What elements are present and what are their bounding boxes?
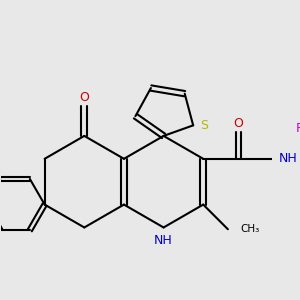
Text: O: O [80, 92, 89, 104]
Text: F: F [296, 122, 300, 135]
Text: CH₃: CH₃ [241, 224, 260, 234]
Text: S: S [200, 119, 208, 132]
Text: NH: NH [154, 234, 173, 247]
Text: NH: NH [279, 152, 297, 165]
Text: O: O [233, 117, 243, 130]
